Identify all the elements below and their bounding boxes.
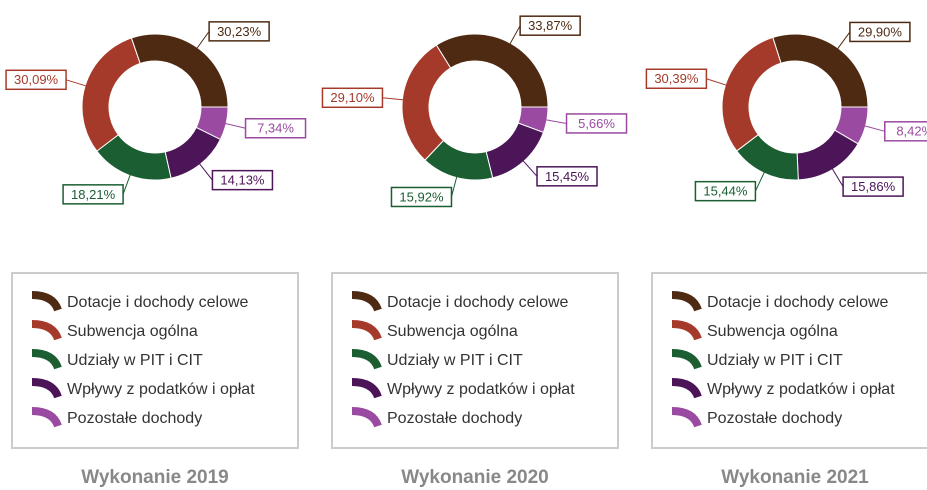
value-label: 15,86% bbox=[851, 179, 896, 194]
legend-label: Wpływy z podatków i opłat bbox=[387, 381, 575, 398]
value-label-box bbox=[645, 68, 708, 90]
legend-icon bbox=[351, 291, 382, 312]
value-label-box bbox=[884, 121, 927, 142]
value-label-box bbox=[211, 169, 274, 191]
value-label-box bbox=[62, 184, 124, 205]
value-label: 29,10% bbox=[330, 90, 375, 105]
chart-title: Wykonanie 2019 bbox=[81, 467, 229, 488]
leader-line bbox=[754, 169, 767, 192]
value-label: 30,39% bbox=[654, 71, 699, 86]
value-label-box bbox=[5, 69, 67, 91]
leader-line bbox=[830, 165, 844, 187]
value-label: 15,44% bbox=[703, 184, 748, 199]
donut-segment bbox=[485, 122, 545, 179]
chart-title: Wykonanie 2021 bbox=[721, 467, 869, 488]
leader-line bbox=[508, 25, 521, 47]
value-label-box bbox=[208, 21, 270, 42]
legend-label: Udziały w PIT i CIT bbox=[67, 352, 203, 369]
legend-icon bbox=[351, 378, 382, 399]
donut-segment bbox=[130, 33, 229, 108]
value-label: 29,90% bbox=[858, 24, 903, 39]
value-label: 15,92% bbox=[399, 189, 444, 204]
legend-icon bbox=[31, 378, 62, 399]
legend-icon bbox=[671, 407, 702, 428]
leader-line bbox=[706, 78, 730, 87]
legend-label: Pozostałe dochody bbox=[67, 410, 202, 427]
value-label: 18,21% bbox=[71, 187, 116, 202]
value-label: 33,87% bbox=[528, 18, 573, 33]
value-label: 8,42% bbox=[896, 124, 927, 139]
leader-line bbox=[520, 158, 538, 177]
legend-icon bbox=[31, 291, 62, 312]
legend-icon bbox=[351, 407, 382, 428]
value-label-box bbox=[842, 176, 904, 197]
donut-segment bbox=[435, 33, 549, 108]
value-label-box bbox=[244, 118, 307, 139]
value-label: 30,09% bbox=[14, 72, 59, 87]
legend-icon bbox=[31, 349, 62, 370]
leader-line bbox=[450, 173, 459, 198]
legend-label: Dotacje i dochody celowe bbox=[707, 294, 889, 311]
value-label-box bbox=[321, 87, 384, 109]
legend-icon bbox=[671, 320, 702, 341]
legend-label: Wpływy z podatków i opłat bbox=[707, 381, 895, 398]
legend-icon bbox=[671, 378, 702, 399]
value-label-box bbox=[519, 15, 581, 36]
legend-label: Dotacje i dochody celowe bbox=[67, 294, 249, 311]
legend-icon bbox=[671, 349, 702, 370]
legend-label: Subwencja ogólna bbox=[387, 323, 518, 340]
legend-label: Subwencja ogólna bbox=[707, 323, 838, 340]
legend-label: Subwencja ogólna bbox=[67, 323, 198, 340]
legend-icon bbox=[31, 407, 62, 428]
value-label-box bbox=[849, 21, 911, 43]
legend-label: Pozostałe dochody bbox=[707, 410, 842, 427]
value-label: 14,13% bbox=[220, 173, 265, 188]
leader-line bbox=[542, 118, 567, 124]
donut-segment bbox=[721, 36, 782, 152]
legend-label: Udziały w PIT i CIT bbox=[707, 352, 843, 369]
leader-line bbox=[197, 160, 213, 181]
legend-label: Wpływy z podatków i opłat bbox=[67, 381, 255, 398]
donut-segment bbox=[772, 33, 869, 108]
value-label: 7,34% bbox=[257, 121, 294, 136]
legend-icon bbox=[671, 291, 702, 312]
value-label: 15,45% bbox=[545, 169, 590, 184]
legend-box bbox=[331, 272, 619, 449]
leader-line bbox=[835, 31, 851, 52]
leader-line bbox=[65, 79, 90, 88]
leader-line bbox=[222, 122, 246, 129]
legend-icon bbox=[31, 320, 62, 341]
legend-icon bbox=[351, 320, 382, 341]
legend-label: Dotacje i dochody celowe bbox=[387, 294, 569, 311]
legend-box bbox=[11, 272, 299, 449]
leader-line bbox=[382, 97, 407, 101]
value-label: 5,66% bbox=[578, 116, 615, 131]
legend-icon bbox=[351, 349, 382, 370]
value-label-box bbox=[565, 113, 628, 134]
leader-line bbox=[194, 31, 210, 52]
legend-label: Pozostałe dochody bbox=[387, 410, 522, 427]
leader-line bbox=[861, 124, 885, 132]
value-label: 30,23% bbox=[217, 24, 262, 39]
value-label-box bbox=[536, 166, 598, 187]
donut-segment bbox=[81, 37, 141, 152]
value-label-box bbox=[694, 180, 757, 202]
legend-label: Udziały w PIT i CIT bbox=[387, 352, 523, 369]
value-label-box bbox=[390, 186, 453, 208]
leader-line bbox=[122, 171, 132, 195]
chart-title: Wykonanie 2020 bbox=[401, 467, 549, 488]
